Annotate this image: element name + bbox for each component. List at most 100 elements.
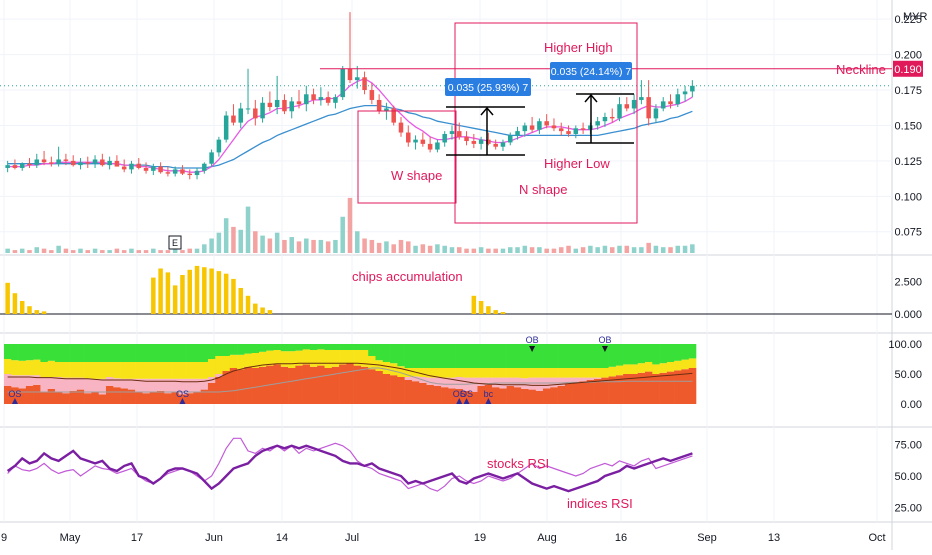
stack-bar-yellow: [353, 350, 362, 366]
volume-bar: [639, 247, 644, 253]
stack-bar-yellow: [397, 366, 405, 377]
candle-body: [49, 162, 54, 164]
stack-bar-green: [222, 344, 231, 356]
chips-tick-label: 2.500: [894, 277, 922, 289]
volume-bar: [398, 239, 404, 253]
stack-bar-pink: [557, 377, 566, 386]
candle-body: [369, 90, 375, 100]
chips-bar: [187, 269, 193, 314]
stack-bar-orange: [237, 369, 245, 404]
stack-bar-pink: [193, 378, 201, 392]
price-tick-label: 0.150: [894, 120, 922, 132]
stack-bar-orange: [4, 386, 12, 404]
stack-bar-orange: [586, 380, 595, 404]
volume-bar: [318, 239, 324, 253]
stack-bar-orange: [375, 371, 384, 404]
stack-bar-green: [76, 344, 85, 362]
stocks-rsi-line: [7, 437, 693, 492]
stack-bar-orange: [623, 374, 631, 404]
candle-body: [391, 108, 396, 123]
chips-bar: [5, 282, 10, 314]
stack-bar-orange: [477, 386, 486, 404]
candle-body: [515, 131, 520, 136]
chips-bar: [194, 265, 200, 314]
x-tick-label: 13: [768, 532, 780, 544]
stack-bar-green: [528, 344, 537, 368]
stack-bar-pink: [470, 377, 478, 392]
volume-bar: [49, 250, 54, 253]
stack-bar-yellow: [331, 350, 340, 367]
volume-bar: [260, 235, 265, 253]
x-tick-label: Sep: [697, 532, 717, 544]
stack-bar-green: [280, 344, 289, 352]
volume-bar: [529, 247, 535, 253]
candle-body: [522, 125, 528, 132]
chips-bar: [253, 303, 258, 314]
stack-bar-yellow: [433, 368, 442, 378]
stack-bar-yellow: [426, 368, 435, 378]
stack-bar-orange: [288, 368, 296, 404]
stack-bar-orange: [688, 368, 697, 404]
candle-body: [70, 160, 76, 166]
stack-bar-yellow: [193, 362, 201, 379]
candle-body: [435, 142, 440, 150]
stack-bar-green: [25, 344, 34, 361]
stack-bar-orange: [302, 364, 311, 404]
stack-bar-orange: [492, 387, 500, 404]
stack-bar-yellow: [215, 356, 223, 374]
volume-bar: [537, 247, 542, 253]
chips-bar: [238, 288, 243, 314]
stack-bar-orange: [557, 386, 566, 404]
price-pane: [0, 12, 892, 253]
stack-bar-yellow: [543, 368, 551, 378]
volume-bar: [507, 247, 513, 253]
stack-bar-orange: [280, 366, 289, 404]
stack-bar-orange: [295, 365, 303, 404]
stack-bar-yellow: [280, 351, 289, 367]
candle-body: [19, 163, 25, 168]
os-label: OS: [176, 389, 189, 399]
stack-bar-pink: [84, 378, 92, 394]
stack-bar-yellow: [339, 350, 347, 365]
stack-bar-yellow: [652, 364, 660, 374]
stack-bar-yellow: [666, 362, 675, 372]
stack-bar-pink: [528, 377, 537, 390]
stack-bar-yellow: [448, 368, 456, 378]
candle-body: [333, 97, 338, 103]
stack-bar-green: [572, 344, 580, 368]
stack-bar-pink: [477, 377, 486, 386]
stack-bar-yellow: [360, 350, 369, 367]
volume-bar: [114, 248, 120, 253]
stack-bar-green: [178, 344, 187, 362]
os-label: OS: [460, 389, 473, 399]
stack-bar-pink: [98, 378, 107, 395]
stack-bar-orange: [33, 384, 41, 404]
stack-bar-green: [419, 344, 427, 368]
stack-bar-orange: [324, 368, 333, 404]
volume-bar: [274, 232, 280, 253]
volume-bar: [216, 232, 222, 253]
stack-bar-green: [200, 344, 209, 362]
stack-bar-yellow: [550, 368, 558, 378]
stack-bar-green: [521, 344, 529, 368]
volume-bar: [573, 248, 579, 253]
candle-body: [325, 97, 331, 103]
volume-bar: [223, 218, 229, 253]
volume-bar: [245, 206, 251, 253]
candle-body: [85, 162, 91, 164]
candle-body: [500, 142, 506, 147]
candle-body: [5, 165, 10, 168]
candle-body: [92, 159, 98, 164]
stack-bar-orange: [441, 387, 449, 404]
candle-body: [231, 115, 236, 123]
n-shape-box: [454, 22, 638, 224]
stack-bar-green: [382, 344, 391, 362]
candle-body: [457, 131, 462, 137]
candle-body: [260, 102, 265, 119]
stack-bar-green: [273, 344, 282, 350]
volume-bar: [267, 238, 273, 253]
stack-bar-green: [557, 344, 566, 368]
stack-bar-green: [353, 344, 362, 350]
volume-bar: [515, 247, 520, 253]
volume-bar: [180, 250, 185, 253]
